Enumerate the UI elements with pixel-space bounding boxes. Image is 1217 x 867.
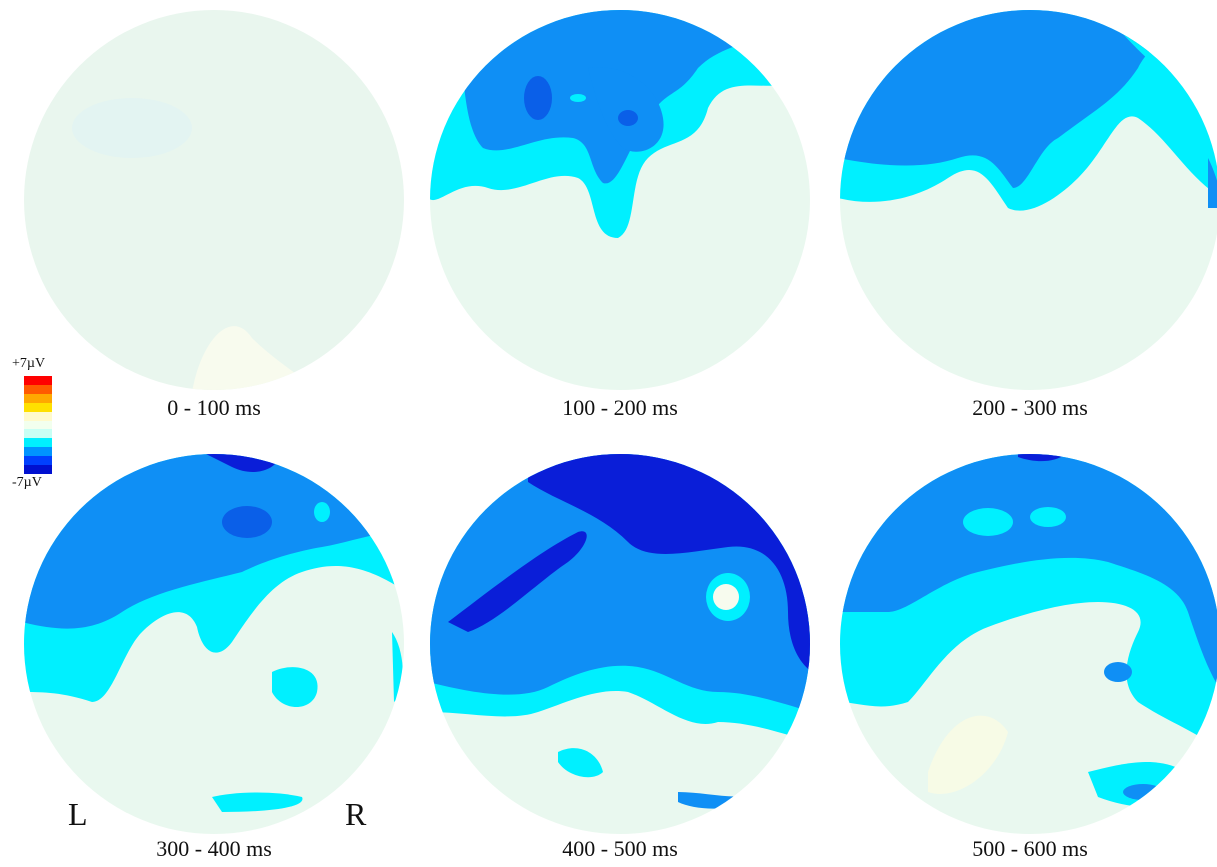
topomap-400-500-svg	[430, 454, 810, 834]
topomap-500-600-svg	[840, 454, 1217, 834]
right-hemisphere-label: R	[345, 796, 367, 832]
caption-100-200: 100 - 200 ms	[562, 395, 678, 420]
left-hemisphere-label: L	[68, 796, 88, 832]
topomap-200-300	[838, 8, 1217, 392]
colorbar-swatch	[24, 438, 52, 448]
topomap-200-300-svg	[840, 10, 1217, 390]
colorbar-swatch	[24, 384, 52, 394]
colorbar-swatch	[24, 465, 52, 474]
caption-400-500: 400 - 500 ms	[562, 836, 678, 861]
caption-500-600: 500 - 600 ms	[972, 836, 1088, 861]
colorbar-swatch	[24, 393, 52, 403]
colorbar	[24, 376, 52, 474]
colorbar-swatch	[24, 402, 52, 412]
colorbar-swatch	[24, 447, 52, 457]
colorbar-swatch	[24, 411, 52, 421]
caption-0-100: 0 - 100 ms	[167, 395, 261, 420]
topomap-100-200	[428, 8, 812, 392]
colorbar-swatch	[24, 376, 52, 385]
topomap-0-100	[22, 8, 406, 392]
topomap-300-400	[22, 452, 406, 836]
topomap-500-600	[838, 452, 1217, 836]
topomap-300-400-svg	[24, 454, 404, 834]
caption-200-300: 200 - 300 ms	[972, 395, 1088, 420]
colorbar-max-label: +7µV	[12, 356, 46, 371]
caption-300-400: 300 - 400 ms	[156, 836, 272, 861]
colorbar-swatch	[24, 420, 52, 430]
topomap-400-500	[428, 452, 812, 836]
colorbar-swatch	[24, 429, 52, 439]
topomap-100-200-svg	[430, 10, 810, 390]
colorbar-min-label: -7µV	[12, 475, 42, 490]
topomap-0-100-svg	[24, 10, 404, 390]
colorbar-swatch	[24, 456, 52, 466]
